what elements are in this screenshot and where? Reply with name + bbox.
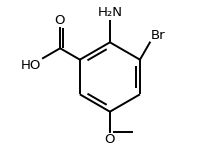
Text: O: O — [105, 133, 115, 146]
Text: Br: Br — [151, 29, 165, 42]
Text: H₂N: H₂N — [97, 6, 122, 19]
Text: O: O — [54, 14, 64, 27]
Text: HO: HO — [21, 59, 41, 72]
